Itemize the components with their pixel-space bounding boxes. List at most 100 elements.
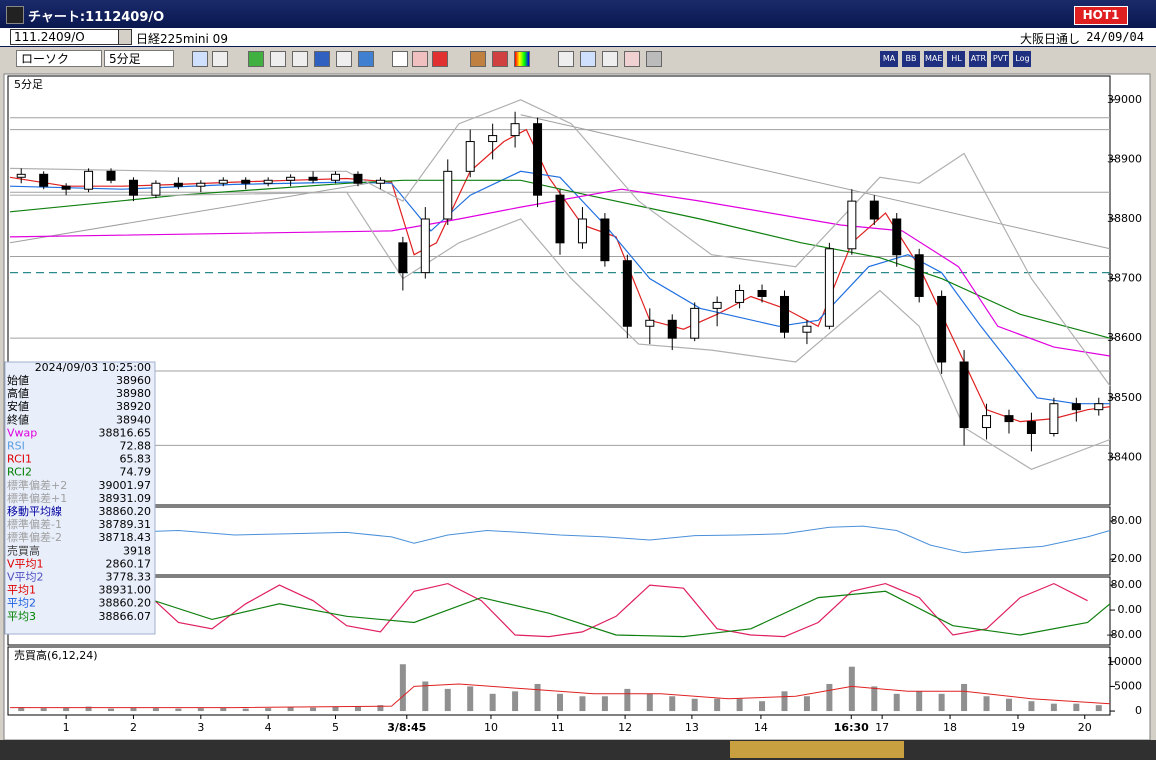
tool-icon[interactable] <box>248 51 264 67</box>
info-label: V平均2 <box>7 571 44 584</box>
chart: 5分足 38400 38500 38600 38700 38800 38900 39000 2… <box>0 73 1156 760</box>
tool-icon[interactable] <box>492 51 508 67</box>
volume-bar <box>691 698 698 712</box>
info-datetime: 2024/09/03 10:25:00 <box>35 361 151 374</box>
volume-bar <box>377 705 384 712</box>
trend-line <box>9 179 387 244</box>
volume-bar <box>108 708 115 712</box>
info-label: V平均1 <box>7 557 44 570</box>
scroll-thumb[interactable] <box>730 741 904 758</box>
tool-icon[interactable] <box>580 51 596 67</box>
candle-body <box>892 218 902 256</box>
info-value: 39001.97 <box>99 479 152 492</box>
date: 24/09/04 <box>1086 30 1144 44</box>
volume-bar <box>63 707 70 712</box>
info-label: 平均3 <box>7 610 36 623</box>
candle-body <box>61 185 71 190</box>
candle-body <box>308 176 318 181</box>
hot-button[interactable]: HOT1 <box>1074 6 1128 25</box>
volume-bar <box>848 666 855 712</box>
session: 大阪日通し <box>1019 32 1080 46</box>
tool-icon[interactable] <box>470 51 486 67</box>
tool-icon[interactable] <box>192 51 208 67</box>
volume-bar <box>40 708 47 712</box>
tool-icon[interactable] <box>432 51 448 67</box>
tool-icon[interactable] <box>314 51 330 67</box>
candle-body <box>869 200 879 220</box>
volume-bar <box>803 696 810 712</box>
candle-body <box>667 319 677 339</box>
candle-body <box>420 218 430 274</box>
indicator-button[interactable]: ATR <box>969 51 988 67</box>
volume-bar <box>399 664 406 712</box>
tool-icon[interactable] <box>624 51 640 67</box>
y-tick-label: 38500 <box>1107 391 1142 404</box>
indicator-button[interactable]: HL <box>947 51 966 67</box>
x-tick-label: 13 <box>685 721 699 734</box>
x-tick-label: 18 <box>943 721 957 734</box>
volume-bar <box>422 681 429 712</box>
indicator-button[interactable]: MAE <box>924 51 944 67</box>
candle-body <box>465 141 475 172</box>
y-tick-label: 0.00 <box>1118 603 1143 616</box>
tool-icon[interactable] <box>292 51 308 67</box>
candle-body <box>779 295 789 333</box>
tool-icon[interactable] <box>392 51 408 67</box>
info-value: 38866.07 <box>99 610 152 623</box>
tool-icon[interactable] <box>358 51 374 67</box>
candle-body <box>622 260 632 327</box>
info-value: 38816.65 <box>99 426 152 439</box>
candle-body <box>1049 403 1059 435</box>
info-label: 終値 <box>7 412 29 426</box>
candle-body <box>802 325 812 333</box>
rsi-line <box>9 525 1111 554</box>
volume-bar <box>669 696 676 712</box>
volume-bar <box>18 707 25 712</box>
volume-bar <box>85 706 92 712</box>
chart-kind-select[interactable]: ローソク <box>16 50 102 67</box>
indicator-button[interactable]: BB <box>902 51 920 67</box>
tool-icon[interactable] <box>646 51 662 67</box>
candle-body <box>1094 403 1104 411</box>
symbol-bar: 111.2409/O 日経225mini 09 大阪日通し 24/09/04 <box>0 28 1156 47</box>
indicator-button[interactable]: PVT <box>991 51 1010 67</box>
volume-label: 売買高(6,12,24) <box>14 648 98 662</box>
y-tick-label: 80.00 <box>1111 514 1143 527</box>
indicator-button[interactable]: Log <box>1013 51 1032 67</box>
tool-icon[interactable] <box>558 51 574 67</box>
candle-body <box>241 179 251 184</box>
tool-icon[interactable] <box>212 51 228 67</box>
info-label: 安値 <box>7 399 29 413</box>
x-tick-label: 19 <box>1011 721 1025 734</box>
info-label: RSI <box>7 440 25 453</box>
volume-bar <box>871 686 878 712</box>
x-tick-label: 3 <box>197 721 204 734</box>
symbol-dropdown[interactable] <box>118 29 132 45</box>
volume-bar <box>287 707 294 712</box>
panel <box>7 646 1111 716</box>
symbol-input[interactable]: 111.2409/O <box>10 29 119 45</box>
interval-select[interactable]: 5分足 <box>104 50 174 67</box>
tool-icon[interactable] <box>412 51 428 67</box>
y-tick-label: 10000 <box>1107 655 1142 668</box>
info-label: 始値 <box>7 373 29 387</box>
x-tick-label: 4 <box>265 721 272 734</box>
y-tick-label: 39000 <box>1107 93 1142 106</box>
tool-icon[interactable] <box>602 51 618 67</box>
candle-body <box>331 173 341 181</box>
info-panel <box>4 361 156 635</box>
scrollbar[interactable] <box>0 740 1156 760</box>
volume-bar <box>467 686 474 712</box>
info-value: 38789.31 <box>99 518 152 531</box>
candle-body <box>1004 415 1014 423</box>
y-tick-label: 38900 <box>1107 152 1142 165</box>
tool-icon[interactable] <box>336 51 352 67</box>
volume-bar <box>265 708 272 712</box>
indicator-button[interactable]: MA <box>880 51 898 67</box>
volume-bar <box>197 708 204 712</box>
tool-icon[interactable] <box>514 51 530 67</box>
y-tick-label: 38400 <box>1107 450 1142 463</box>
tool-icon[interactable] <box>270 51 286 67</box>
info-value: 2860.17 <box>106 557 152 570</box>
candle-body <box>84 170 94 190</box>
